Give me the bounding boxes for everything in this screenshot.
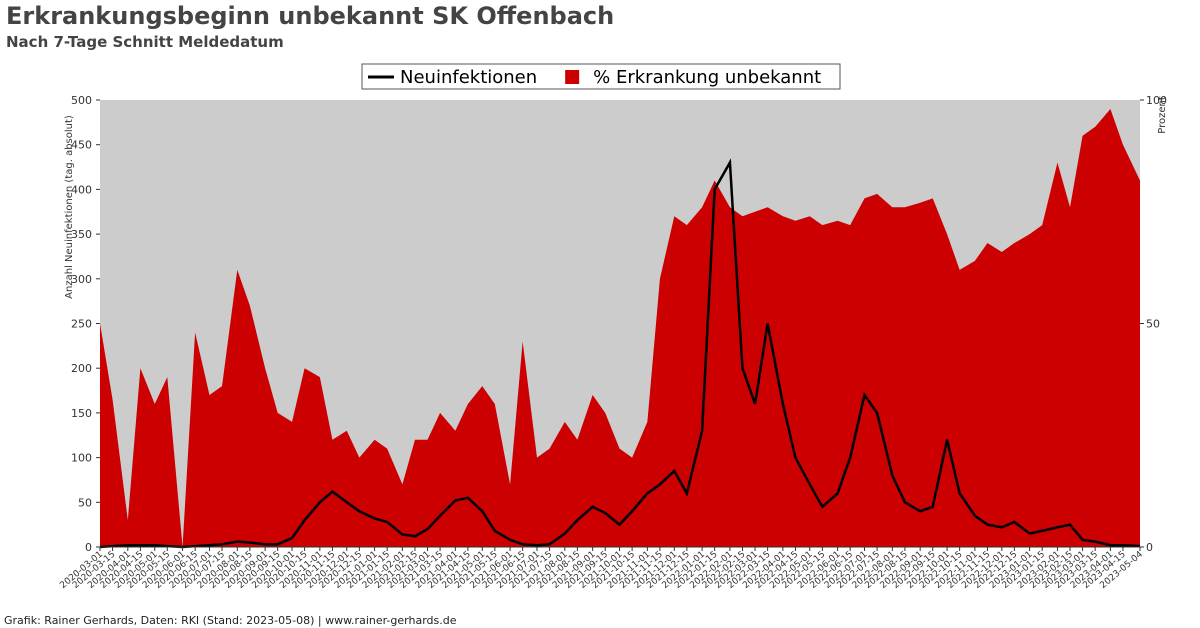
- legend-box: [361, 63, 841, 90]
- legend-label: % Erkrankung unbekannt: [593, 67, 821, 88]
- y-tick-label: 100: [71, 452, 92, 465]
- y2-tick-label: 50: [1146, 318, 1160, 331]
- y-tick-label: 50: [78, 496, 92, 509]
- legend: Neuinfektionen % Erkrankung unbekannt: [361, 63, 841, 90]
- y-tick-label: 450: [71, 139, 92, 152]
- y-tick-label: 150: [71, 407, 92, 420]
- legend-label: Neuinfektionen: [400, 67, 537, 88]
- y-axis-label: Anzahl Neuinfektionen (tag. absolut): [64, 115, 75, 299]
- y2-axis-label: Prozent: [1157, 96, 1168, 134]
- y-tick-label: 0: [85, 541, 92, 554]
- y-tick-label: 500: [71, 94, 92, 107]
- y2-tick-label: 0: [1146, 541, 1153, 554]
- y-tick-label: 300: [71, 273, 92, 286]
- chart-title: Erkrankungsbeginn unbekannt SK Offenbach: [6, 2, 614, 30]
- area: [100, 108, 1140, 547]
- y-tick-label: 400: [71, 183, 92, 196]
- y-tick-label: 200: [71, 362, 92, 375]
- line: [99, 158, 1141, 549]
- y2-tick-label: 100: [1146, 94, 1167, 107]
- legend-swatch: [565, 70, 580, 84]
- chart-subtitle: Nach 7-Tage Schnitt Meldedatum: [6, 33, 284, 51]
- footer: Grafik: Rainer Gerhards, Daten: RKI (Sta…: [4, 614, 457, 627]
- y-tick-label: 250: [71, 318, 92, 331]
- y-tick-label: 350: [71, 228, 92, 241]
